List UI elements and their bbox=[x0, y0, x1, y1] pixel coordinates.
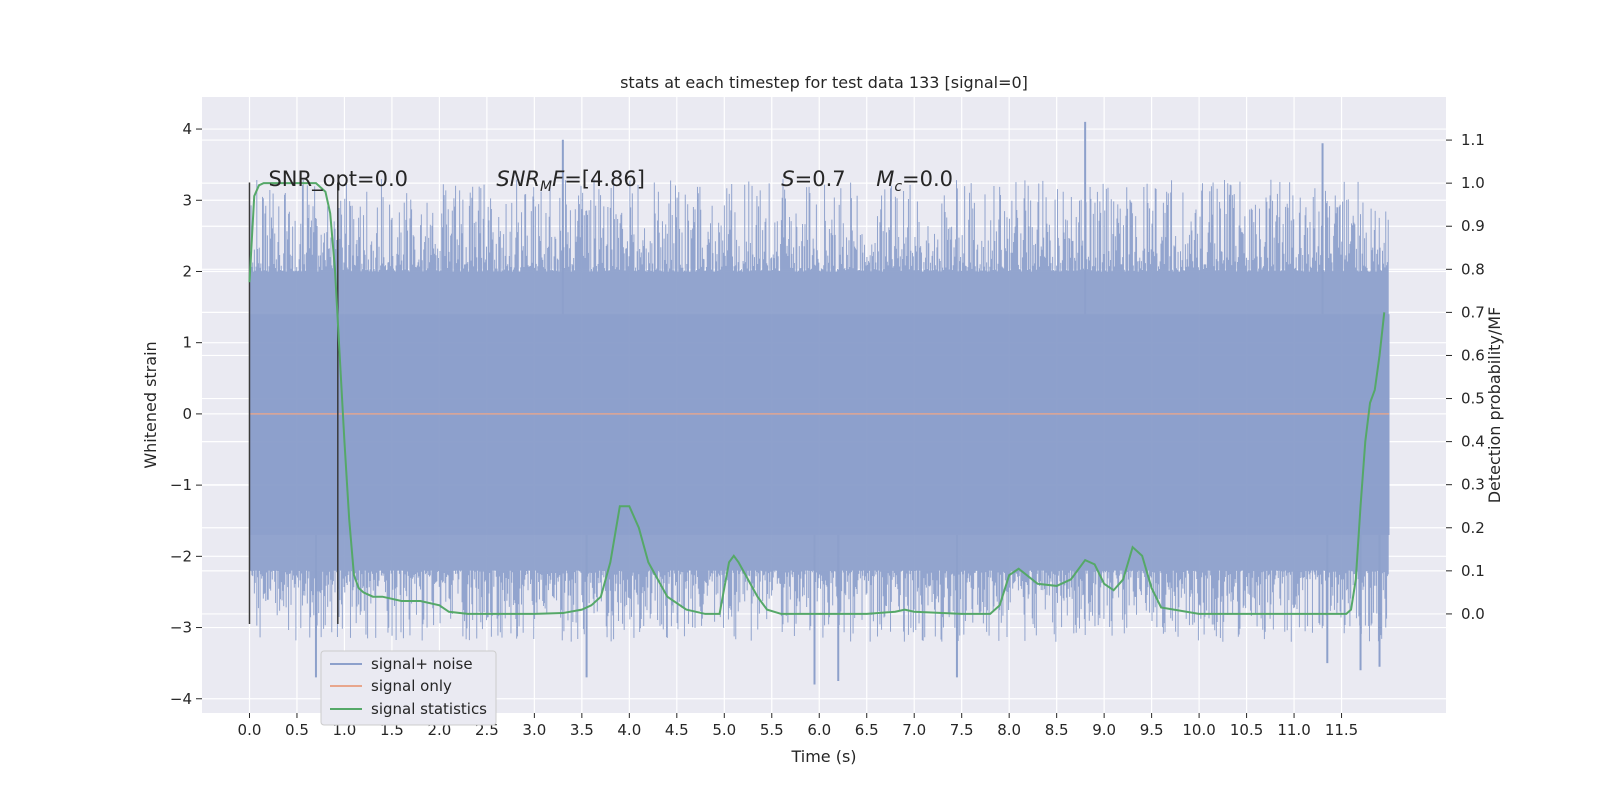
y-tick-label: −1 bbox=[170, 476, 192, 494]
signal-statistics-series bbox=[248, 182, 1386, 615]
y-tick-label: 1 bbox=[182, 334, 192, 352]
y2-tick-label: 0.3 bbox=[1461, 476, 1485, 494]
x-tick-label: 0.0 bbox=[238, 721, 262, 739]
x-tick-label: 8.5 bbox=[1045, 721, 1069, 739]
signal-noise-series bbox=[248, 121, 1390, 685]
y2-tick-label: 1.1 bbox=[1461, 131, 1485, 149]
y-tick-label: 4 bbox=[182, 120, 192, 138]
x-tick-label: 10.0 bbox=[1182, 721, 1215, 739]
x-tick-label: 7.5 bbox=[950, 721, 974, 739]
legend-label-signal-only: signal only bbox=[371, 677, 452, 695]
x-tick-label: 3.0 bbox=[522, 721, 546, 739]
y2-tick-label: 0.7 bbox=[1461, 303, 1485, 321]
annotation-text: SNRMF=[4.86] bbox=[496, 167, 645, 195]
annotations: SNR_opt=0.0 SNRMF=[4.86] S=0.7 Mc=0.0 bbox=[268, 167, 953, 195]
x-tick-label: 11.0 bbox=[1277, 721, 1310, 739]
y-tick-label: −2 bbox=[170, 547, 192, 565]
y2-tick-label: 0.0 bbox=[1461, 605, 1485, 623]
vertical-markers bbox=[248, 182, 339, 624]
x-tick-label: 0.5 bbox=[285, 721, 309, 739]
annotation-text: S=0.7 bbox=[781, 167, 845, 191]
annotation-part: S bbox=[781, 167, 794, 191]
y-tick-label: 2 bbox=[182, 262, 192, 280]
x-tick-label: 8.0 bbox=[997, 721, 1021, 739]
x-tick-label: 3.5 bbox=[570, 721, 594, 739]
annotation-part: =0.7 bbox=[795, 167, 846, 191]
x-tick-label: 9.5 bbox=[1140, 721, 1164, 739]
x-axis-label: Time (s) bbox=[790, 747, 856, 766]
x-tick-label: 7.0 bbox=[902, 721, 926, 739]
statistics-line bbox=[248, 182, 1386, 615]
legend-label-statistics: signal statistics bbox=[371, 700, 487, 718]
y2-axis-label: Detection probability/MF bbox=[1485, 307, 1504, 504]
y2-tick-label: 0.6 bbox=[1461, 346, 1485, 364]
x-tick-label: 5.5 bbox=[760, 721, 784, 739]
y2-tick-label: 0.9 bbox=[1461, 217, 1485, 235]
annotation-part: c bbox=[894, 179, 902, 195]
x-tick-label: 4.0 bbox=[617, 721, 641, 739]
annotation-part: M bbox=[540, 179, 552, 195]
y2-tick-label: 0.1 bbox=[1461, 562, 1485, 580]
y2-tick-label: 1.0 bbox=[1461, 174, 1485, 192]
y-tick-label: −4 bbox=[170, 690, 192, 708]
x-tick-label: 6.5 bbox=[855, 721, 879, 739]
y-tick-label: 0 bbox=[182, 405, 192, 423]
y2-tick-label: 0.8 bbox=[1461, 260, 1485, 278]
y-tick-label: −3 bbox=[170, 619, 192, 637]
y2-tick-label: 0.2 bbox=[1461, 519, 1485, 537]
annotation-text: SNR_opt=0.0 bbox=[268, 167, 408, 192]
y-tick-label: 3 bbox=[182, 191, 192, 209]
y-axis-label: Whitened strain bbox=[141, 341, 160, 468]
legend-box bbox=[320, 650, 497, 726]
legend-label-noise: signal+ noise bbox=[371, 655, 473, 673]
x-tick-label: 10.5 bbox=[1230, 721, 1263, 739]
y2-tick-label: 0.4 bbox=[1461, 433, 1485, 451]
annotation-part: =0.0 bbox=[902, 167, 953, 191]
annotation-part: =[4.86] bbox=[564, 167, 645, 191]
y2-axis-ticks: 0.0 0.1 0.2 0.3 0.4 0.5 0.6 0.7 0.8 0.9 1.0 1.1 bbox=[1446, 131, 1485, 623]
chart-title: stats at each timestep for test data 133… bbox=[620, 73, 1028, 92]
annotation-part: F bbox=[552, 167, 565, 191]
y2-tick-label: 0.5 bbox=[1461, 390, 1485, 408]
y-axis-ticks: −4 −3 −2 −1 0 1 2 3 4 bbox=[170, 120, 202, 708]
x-tick-label: 11.5 bbox=[1325, 721, 1358, 739]
x-tick-label: 4.5 bbox=[665, 721, 689, 739]
annotation-text: Mc=0.0 bbox=[876, 167, 953, 195]
x-tick-label: 5.0 bbox=[712, 721, 736, 739]
x-tick-label: 6.0 bbox=[807, 721, 831, 739]
annotation-part: M bbox=[876, 167, 894, 191]
legend: signal+ noise signal only signal statist… bbox=[320, 650, 497, 726]
annotation-part: SNR bbox=[496, 167, 540, 191]
x-tick-label: 9.0 bbox=[1092, 721, 1116, 739]
